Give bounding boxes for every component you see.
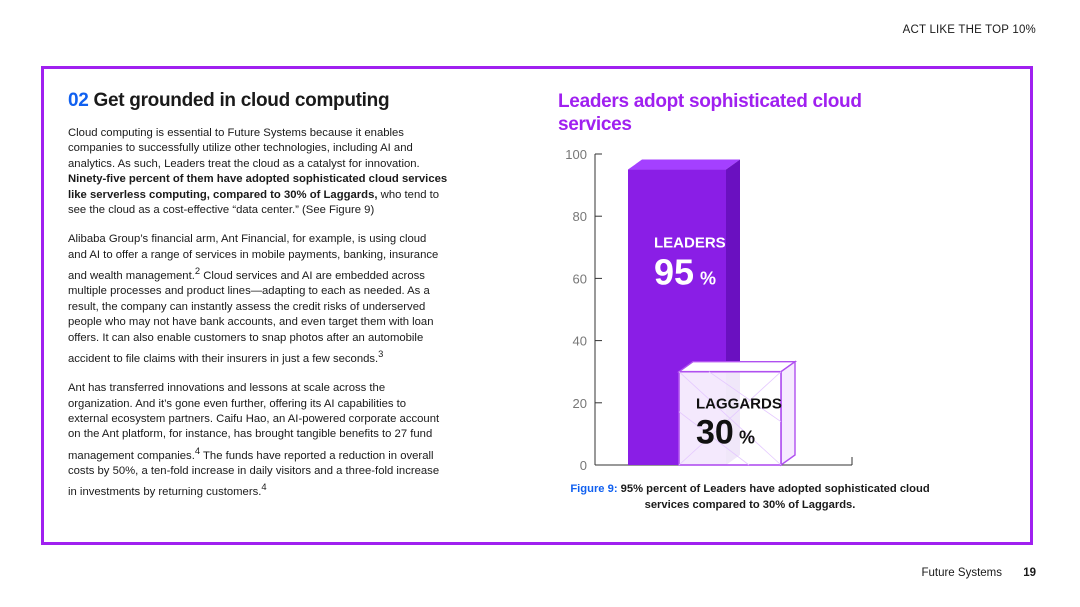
y-tick-label: 60 [573,271,587,286]
laggards-category-label: LAGGARDS [696,396,782,413]
header-tag: ACT LIKE THE TOP 10% [902,24,1036,36]
footnote-ref: 4 [194,444,201,456]
key-stat-text: Ninety-five percent of them have adopted… [68,173,448,201]
y-tick-label: 20 [573,396,587,411]
article-column: 02 Get grounded in cloud computing Cloud… [68,90,448,515]
laggards-bar-top [676,360,798,373]
paragraph-1: Cloud computing is essential to Future S… [68,127,448,217]
footer-label: Future Systems [921,567,1002,579]
y-tick-label: 40 [573,334,587,349]
leaders-value-label: 95 [654,252,694,293]
laggards-value-label: 30 [696,414,734,452]
y-tick-label: 100 [565,147,587,162]
caption-text: 95% percent of Leaders have adopted soph… [617,483,930,511]
footnote-ref: 4 [261,481,267,493]
leaders-percent-sign: % [700,269,716,289]
chart-title: Leaders adopt sophisticated cloud servic… [558,91,862,135]
laggards-percent-sign: % [739,428,755,448]
section-title: 02 Get grounded in cloud computing [68,90,448,112]
figure-label: Figure 9: [570,483,618,495]
laggards-facet-line [678,411,750,466]
footnote-ref: 3 [378,348,384,360]
footnote-ref: 2 [194,265,201,277]
section-number: 02 [68,90,89,111]
paragraph-2: Alibaba Group’s financial arm, Ant Finan… [68,233,439,365]
page-number: 19 [1023,567,1036,579]
leaders-category-label: LEADERS [654,235,726,252]
section-title-text: Get grounded in cloud computing [93,90,390,111]
figure-caption: Figure 9: 95% percent of Leaders have ad… [560,481,940,513]
paragraph-3: Ant has transferred innovations and less… [68,382,440,499]
leaders-bar-top [628,159,740,170]
y-tick-label: 0 [580,458,587,473]
laggards-bar-side [780,360,796,467]
laggards-facet-line [708,371,782,423]
content-frame [41,66,1033,545]
laggards-facet-line [678,371,782,466]
y-tick-label: 80 [573,209,587,224]
